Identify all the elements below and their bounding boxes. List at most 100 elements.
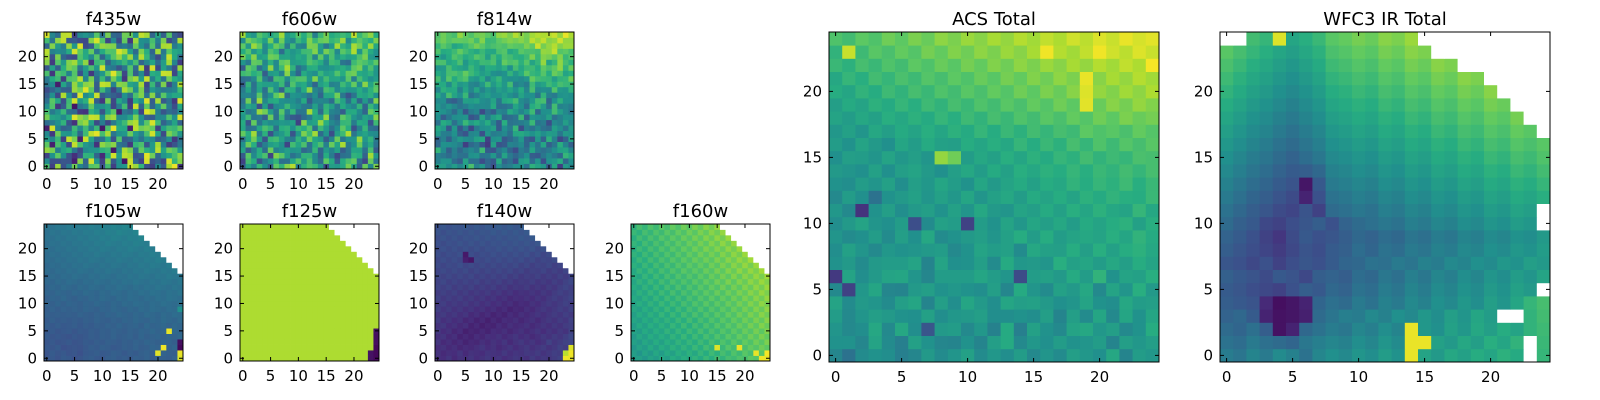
heatmap-cell — [77, 152, 84, 159]
heatmap-cell — [284, 333, 291, 340]
heatmap-cell — [77, 317, 84, 324]
heatmap-cell — [328, 59, 335, 66]
heatmap-cell — [562, 64, 569, 71]
heatmap-cell — [94, 42, 100, 49]
heatmap-cell — [362, 130, 369, 137]
heatmap-cell — [155, 70, 162, 77]
heatmap-cell — [138, 339, 145, 345]
heatmap-cell — [323, 48, 330, 55]
heatmap-cell — [144, 339, 151, 345]
heatmap-cell — [99, 70, 106, 77]
heatmap-cell — [166, 152, 173, 159]
heatmap-cell — [921, 58, 935, 72]
heatmap-cell — [373, 158, 380, 164]
heatmap-cell — [435, 267, 441, 274]
heatmap-cell — [518, 240, 525, 247]
heatmap-cell — [334, 245, 341, 252]
heatmap-cell — [451, 295, 458, 302]
heatmap-cell — [171, 75, 178, 82]
heatmap-cell — [356, 53, 363, 60]
heatmap-cell — [546, 344, 553, 351]
heatmap-cell — [842, 58, 856, 72]
heatmap-cell — [473, 130, 480, 137]
heatmap-cell — [697, 322, 704, 329]
heatmap-cell — [523, 32, 530, 38]
heatmap-cell — [99, 130, 106, 137]
heatmap-cell — [262, 344, 269, 351]
heatmap-cell — [473, 278, 480, 285]
heatmap-cell — [306, 48, 313, 55]
heatmap-cell — [295, 278, 302, 285]
heatmap-cell — [88, 103, 95, 110]
heatmap-cell — [468, 86, 475, 93]
heatmap-cell — [306, 70, 313, 77]
heatmap-cell — [457, 42, 464, 49]
heatmap-cell — [529, 152, 536, 159]
heatmap-cell — [686, 317, 693, 324]
heatmap-cell — [301, 234, 308, 241]
heatmap-cell — [149, 103, 156, 110]
heatmap-cell — [345, 333, 352, 340]
heatmap-cell — [278, 75, 285, 82]
heatmap-cell — [362, 59, 369, 66]
heatmap-cell — [121, 114, 128, 121]
heatmap-cell — [82, 251, 89, 258]
heatmap-cell — [568, 42, 575, 49]
heatmap-cell — [144, 163, 151, 170]
heatmap-cell — [273, 136, 280, 142]
heatmap-cell — [312, 262, 319, 269]
heatmap-cell — [485, 328, 491, 334]
heatmap-cell — [94, 295, 100, 302]
heatmap-cell — [562, 273, 569, 280]
heatmap-cell — [631, 322, 637, 329]
heatmap-cell — [240, 64, 246, 71]
heatmap-cell — [267, 81, 274, 88]
heatmap-cell — [340, 245, 347, 252]
heatmap-cell — [334, 317, 341, 324]
heatmap-cell — [71, 300, 78, 307]
heatmap-cell — [642, 328, 649, 334]
heatmap-cell — [686, 295, 693, 302]
heatmap-cell — [251, 32, 258, 38]
heatmap-cell — [132, 75, 139, 82]
heatmap-cell — [546, 262, 553, 269]
heatmap-cell — [479, 344, 486, 351]
heatmap-cell — [457, 273, 464, 280]
heatmap-cell — [512, 136, 519, 142]
heatmap-cell — [306, 53, 313, 60]
heatmap-cell — [71, 339, 78, 345]
heatmap-cell — [1119, 203, 1133, 218]
heatmap-cell — [546, 147, 553, 153]
heatmap-cell — [105, 125, 112, 132]
heatmap-cell — [312, 86, 319, 93]
heatmap-cell — [669, 284, 676, 291]
heatmap-cell — [908, 124, 922, 138]
heatmap-cell — [1040, 71, 1054, 86]
heatmap-cell — [278, 130, 285, 137]
heatmap-cell — [301, 42, 308, 49]
heatmap-cell — [138, 64, 145, 71]
heatmap-cell — [367, 92, 374, 99]
heatmap-cell — [881, 71, 896, 86]
heatmap-cell — [855, 256, 869, 270]
heatmap-cell — [479, 119, 486, 126]
heatmap-cell — [121, 81, 128, 88]
heatmap-cell — [1119, 137, 1133, 152]
heatmap-cell — [99, 103, 106, 110]
heatmap-cell — [334, 284, 341, 291]
heatmap-cell — [138, 300, 145, 307]
heatmap-cell — [518, 333, 525, 340]
heatmap-cell — [245, 42, 252, 49]
heatmap-cell — [895, 269, 909, 284]
heatmap-cell — [1106, 269, 1120, 284]
heatmap-cell — [262, 322, 269, 329]
heatmap-cell — [340, 322, 347, 329]
heatmap-cell — [462, 273, 469, 280]
heatmap-cell — [479, 333, 486, 340]
heatmap-cell — [636, 300, 643, 307]
heatmap-cell — [451, 119, 458, 126]
heatmap-cell — [529, 114, 536, 121]
heatmap-cell — [764, 339, 771, 345]
heatmap-cell — [66, 59, 73, 66]
heatmap-cell — [267, 229, 274, 236]
